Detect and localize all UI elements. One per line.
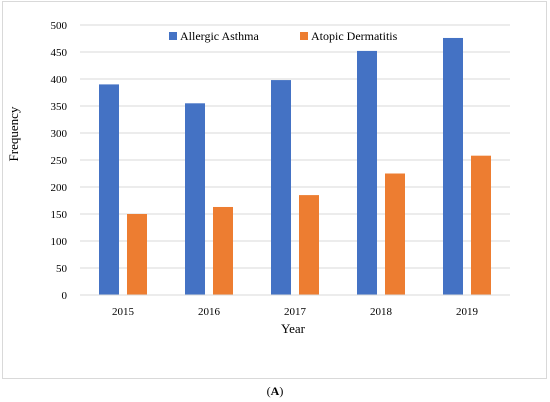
bar-allergic-asthma-2016: [185, 103, 205, 295]
bar-allergic-asthma-2018: [357, 50, 377, 295]
legend-swatch-atopic-dermatitis: [300, 32, 308, 40]
caption-label: A: [270, 384, 280, 398]
x-tick-label: 2019: [456, 306, 479, 318]
x-tick-label: 2015: [112, 306, 135, 318]
y-tick-label: 250: [51, 155, 68, 167]
bar-atopic-dermatitis-2019: [471, 155, 491, 295]
legend: Allergic Asthma Atopic Dermatitis: [169, 29, 398, 43]
x-tick-label: 2016: [198, 306, 221, 318]
gridlines: [80, 24, 510, 269]
x-tick-label: 2018: [370, 306, 393, 318]
y-tick-label: 400: [51, 74, 68, 86]
legend-label-allergic-asthma: Allergic Asthma: [180, 29, 259, 43]
y-tick-label: 0: [62, 290, 68, 302]
y-tick-label: 300: [51, 128, 68, 140]
bar-atopic-dermatitis-2018: [385, 173, 405, 295]
bars: [99, 37, 491, 296]
figure-caption: (A): [266, 384, 284, 398]
x-tick-label: 2017: [284, 306, 307, 318]
x-axis-title: Year: [281, 321, 306, 336]
y-tick-label: 450: [51, 47, 68, 59]
y-tick-labels: 0 50 100 150 200 250 300 350 400 450 500: [51, 20, 68, 302]
bar-atopic-dermatitis-2016: [213, 206, 233, 295]
legend-label-atopic-dermatitis: Atopic Dermatitis: [311, 29, 398, 43]
bar-allergic-asthma-2017: [271, 80, 291, 295]
bar-allergic-asthma-2015: [99, 84, 119, 296]
y-tick-label: 50: [56, 263, 68, 275]
y-axis-title: Frequency: [6, 106, 21, 161]
legend-swatch-allergic-asthma: [169, 32, 177, 40]
y-tick-label: 500: [51, 20, 68, 32]
y-tick-label: 100: [51, 236, 68, 248]
y-tick-label: 350: [51, 101, 68, 113]
y-tick-label: 150: [51, 209, 68, 221]
bar-allergic-asthma-2019: [443, 37, 463, 296]
bar-atopic-dermatitis-2015: [127, 214, 147, 295]
bar-atopic-dermatitis-2017: [299, 195, 319, 295]
y-tick-label: 200: [51, 182, 68, 194]
x-tick-labels: 2015 2016 2017 2018 2019: [112, 306, 479, 318]
